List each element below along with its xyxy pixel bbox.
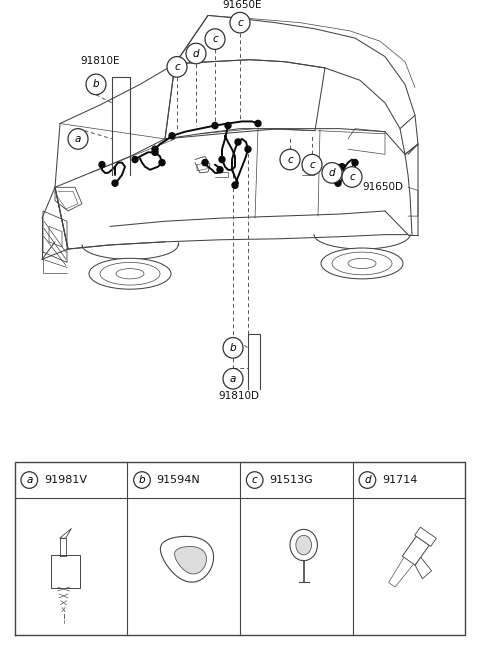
Ellipse shape (332, 252, 392, 275)
Text: a: a (230, 373, 236, 384)
Polygon shape (160, 536, 214, 582)
Circle shape (152, 149, 158, 156)
Circle shape (280, 149, 300, 170)
Text: c: c (174, 62, 180, 72)
Text: b: b (93, 79, 99, 89)
Polygon shape (175, 547, 206, 574)
Circle shape (230, 12, 250, 33)
Text: 91594N: 91594N (156, 475, 201, 485)
Ellipse shape (89, 258, 171, 289)
Circle shape (99, 162, 105, 168)
Ellipse shape (321, 248, 403, 279)
Text: c: c (212, 34, 218, 44)
Text: 91513G: 91513G (269, 475, 313, 485)
Text: c: c (309, 160, 315, 170)
Circle shape (359, 472, 376, 488)
Circle shape (322, 163, 342, 183)
Circle shape (205, 29, 225, 49)
Text: 91981V: 91981V (44, 475, 87, 485)
Circle shape (246, 472, 263, 488)
Text: c: c (237, 17, 243, 28)
Circle shape (219, 156, 225, 163)
Circle shape (112, 180, 118, 186)
Text: a: a (26, 475, 33, 485)
Circle shape (217, 167, 223, 173)
Text: b: b (230, 343, 236, 353)
Polygon shape (60, 528, 72, 538)
Circle shape (186, 43, 206, 64)
FancyBboxPatch shape (51, 555, 80, 588)
Text: 91650E: 91650E (222, 0, 262, 10)
Circle shape (159, 160, 165, 165)
Text: b: b (139, 475, 145, 485)
Circle shape (235, 139, 241, 145)
Circle shape (245, 146, 251, 152)
Circle shape (302, 154, 322, 175)
Circle shape (223, 368, 243, 389)
Text: c: c (349, 172, 355, 182)
Text: d: d (364, 475, 371, 485)
Circle shape (232, 182, 238, 189)
Circle shape (342, 167, 362, 187)
Text: d: d (192, 48, 199, 59)
Text: c: c (287, 154, 293, 165)
Ellipse shape (296, 536, 312, 555)
Ellipse shape (100, 262, 160, 285)
Text: 91650D: 91650D (362, 182, 403, 193)
Ellipse shape (290, 530, 317, 561)
Circle shape (255, 120, 261, 127)
Text: c: c (252, 475, 258, 485)
Circle shape (352, 160, 358, 165)
Text: 91810D: 91810D (218, 391, 259, 401)
Circle shape (169, 132, 175, 139)
Text: 91714: 91714 (382, 475, 418, 485)
Circle shape (86, 74, 106, 95)
Polygon shape (415, 557, 432, 579)
Circle shape (21, 472, 37, 488)
Polygon shape (402, 536, 429, 565)
Circle shape (202, 160, 208, 165)
Ellipse shape (116, 269, 144, 279)
Text: d: d (329, 168, 336, 178)
Circle shape (225, 123, 231, 129)
Ellipse shape (348, 258, 376, 269)
Circle shape (212, 123, 218, 129)
Circle shape (133, 472, 150, 488)
Circle shape (335, 180, 341, 186)
Circle shape (339, 163, 345, 170)
Circle shape (68, 129, 88, 149)
Polygon shape (389, 557, 413, 587)
Text: a: a (75, 134, 81, 144)
Circle shape (132, 156, 138, 163)
Circle shape (223, 338, 243, 358)
Circle shape (152, 146, 158, 152)
Polygon shape (415, 527, 436, 547)
Text: 91810E: 91810E (80, 56, 120, 66)
Circle shape (167, 57, 187, 77)
